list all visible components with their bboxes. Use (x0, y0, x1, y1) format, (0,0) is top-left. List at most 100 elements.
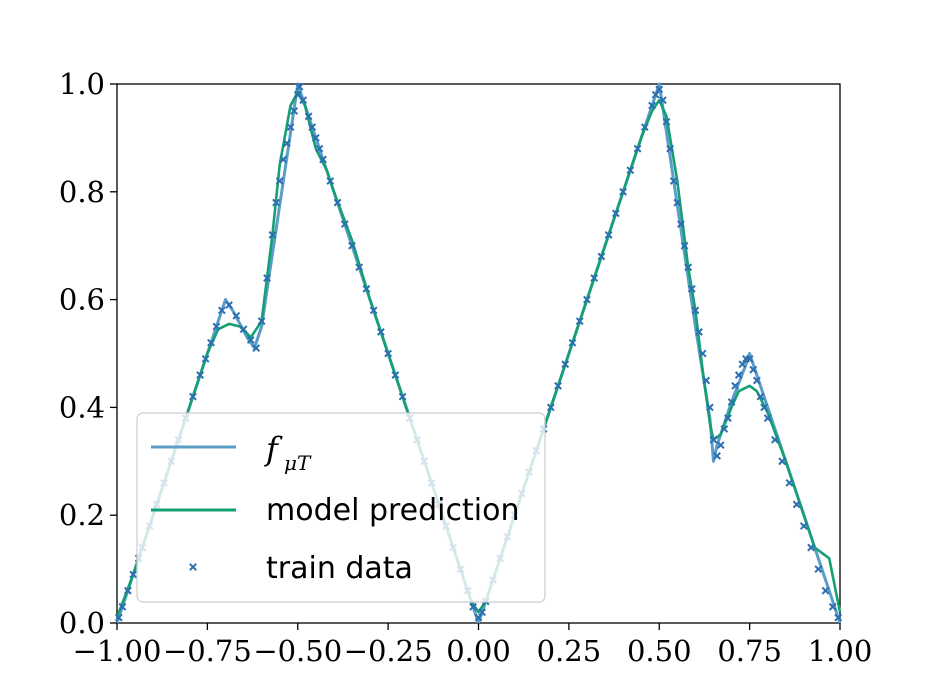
data-point (295, 82, 304, 91)
data-point (391, 371, 400, 379)
ticks-group: −1.00 −0.75 −0.50 −0.25 0.00 0.25 0.50 0.75 1.00… (59, 67, 872, 668)
data-point (340, 220, 349, 229)
data-point (225, 301, 233, 309)
y-tick-label: 0.8 (59, 175, 105, 209)
data-point (709, 435, 718, 444)
data-point (568, 338, 577, 347)
data-point (828, 602, 837, 611)
legend-label-f-subscript: μT (284, 451, 312, 475)
x-tick-label: −1.00 (73, 634, 162, 668)
data-point (114, 613, 123, 622)
data-point (286, 123, 295, 132)
x-tick-label: 0.50 (627, 634, 692, 668)
data-point (308, 123, 317, 132)
data-point (546, 403, 555, 412)
y-tick-label: 0.6 (59, 283, 105, 317)
data-point (212, 322, 221, 331)
data-point (207, 338, 215, 347)
data-point (673, 198, 682, 207)
data-point (217, 306, 226, 315)
data-point (633, 144, 642, 153)
data-point (720, 425, 729, 433)
data-point (604, 231, 613, 239)
data-point (583, 295, 591, 304)
data-point (348, 241, 356, 250)
legend-swatch-train-data (189, 563, 197, 571)
data-point (680, 241, 689, 250)
data-point (716, 441, 725, 450)
data-point (734, 371, 743, 379)
data-point (611, 209, 620, 218)
data-point (474, 613, 483, 622)
x-tick-label: −0.75 (163, 634, 252, 668)
legend-label-model-prediction: model prediction (266, 493, 519, 528)
data-point (778, 457, 787, 466)
data-point (731, 381, 740, 390)
data-point (785, 478, 794, 487)
data-point (684, 263, 693, 272)
data-point (745, 354, 754, 363)
data-point (640, 123, 649, 132)
data-point (749, 365, 758, 374)
data-point (677, 220, 685, 229)
data-point (752, 376, 761, 385)
data-point (590, 274, 599, 282)
data-point (282, 139, 291, 148)
data-point (756, 392, 765, 401)
data-point (239, 325, 248, 334)
data-point (333, 198, 342, 207)
data-point (196, 371, 205, 379)
data-point (807, 543, 815, 552)
data-point (293, 90, 302, 99)
data-point (326, 177, 335, 185)
data-point (252, 344, 261, 353)
data-point (263, 274, 271, 282)
x-tick-label: 1.00 (808, 634, 873, 668)
data-point (246, 336, 255, 344)
y-tick-label: 0.4 (59, 390, 105, 424)
data-point (561, 360, 570, 369)
x-tick-label: −0.25 (344, 634, 433, 668)
data-point (738, 360, 747, 369)
data-point (698, 349, 707, 358)
data-point (478, 608, 487, 617)
legend: f μT model prediction train data (136, 412, 546, 603)
data-point (666, 144, 675, 153)
data-point (129, 570, 138, 579)
data-point (821, 586, 830, 595)
data-point (651, 90, 660, 99)
x-tick-label: 0.00 (446, 634, 511, 668)
data-point (834, 613, 843, 622)
data-point (658, 96, 667, 105)
data-point (369, 306, 378, 315)
data-point (597, 252, 606, 261)
data-point (257, 317, 266, 326)
data-point (727, 398, 736, 406)
y-tick-label: 1.0 (59, 67, 105, 101)
data-point (619, 187, 628, 196)
data-point (398, 392, 407, 401)
data-point (201, 354, 210, 363)
data-point (814, 565, 823, 574)
data-point (362, 284, 371, 293)
data-point (279, 155, 288, 164)
data-point (268, 231, 277, 239)
y-tick-label: 0.0 (59, 606, 105, 640)
data-point (232, 311, 241, 320)
data-point (376, 328, 385, 336)
data-point (662, 117, 671, 126)
data-point (118, 602, 127, 611)
data-point (272, 198, 280, 207)
data-point (315, 144, 324, 153)
y-tick-label: 0.2 (59, 498, 105, 532)
data-point (702, 376, 711, 385)
data-point (319, 155, 327, 164)
data-point (554, 381, 562, 390)
data-point (123, 586, 132, 595)
data-point (724, 414, 732, 423)
data-point (311, 133, 320, 142)
data-point (713, 452, 721, 460)
data-point (695, 328, 703, 336)
legend-label-train-data: train data (266, 551, 413, 586)
data-point (355, 263, 364, 272)
